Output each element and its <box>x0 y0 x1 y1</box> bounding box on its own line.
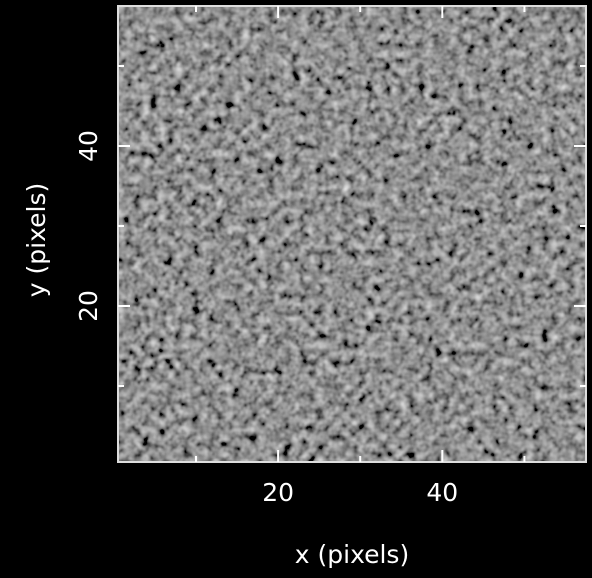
image <box>118 6 586 462</box>
y-tick-label: 20 <box>74 290 103 322</box>
page: {"chart_data": {"type": "image", "x_labe… <box>0 0 592 578</box>
y-tick-label: 40 <box>74 130 103 162</box>
x-tick-label: 20 <box>262 478 294 507</box>
x-tick-label: 40 <box>426 478 458 507</box>
y-axis-label: y (pixels) <box>22 183 51 297</box>
x-axis-label: x (pixels) <box>295 540 409 569</box>
chart: x (pixels) y (pixels) 20 40 20 40 <box>0 0 592 578</box>
